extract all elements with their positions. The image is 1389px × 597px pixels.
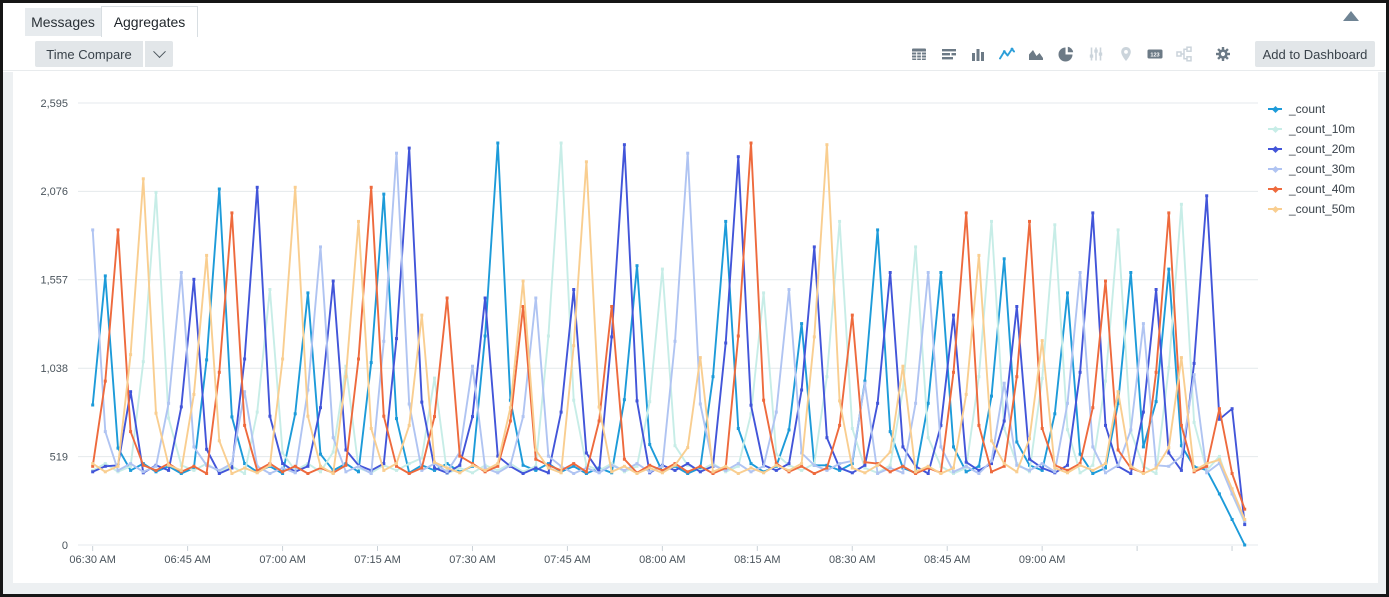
- legend-item-_count[interactable]: _count: [1268, 99, 1355, 119]
- page-gutter-right: [1378, 72, 1386, 584]
- add-to-dashboard-button[interactable]: Add to Dashboard: [1255, 41, 1375, 67]
- x-axis-tick-label: 06:30 AM: [69, 554, 115, 566]
- area-chart-icon[interactable]: [1027, 45, 1045, 63]
- legend-item-_count_50m[interactable]: _count_50m: [1268, 199, 1355, 219]
- legend-marker: [1268, 105, 1282, 113]
- pie-chart-icon[interactable]: [1057, 45, 1075, 63]
- x-axis-tick-label: 08:30 AM: [829, 554, 875, 566]
- sliders-icon: [1087, 45, 1105, 63]
- table-icon[interactable]: [910, 45, 928, 63]
- legend-item-_count_20m[interactable]: _count_20m: [1268, 139, 1355, 159]
- legend-label: _count_20m: [1289, 142, 1356, 156]
- page-gutter-bottom: [3, 583, 1386, 594]
- x-axis-tick-label: 07:00 AM: [259, 554, 305, 566]
- single-value-123-icon[interactable]: 123: [1146, 45, 1164, 63]
- legend-item-_count_10m[interactable]: _count_10m: [1268, 119, 1355, 139]
- x-axis-tick-label: 09:00 AM: [1019, 554, 1065, 566]
- x-axis-tick-label: 08:15 AM: [734, 554, 780, 566]
- x-axis-tick-label: 08:45 AM: [924, 554, 970, 566]
- aggregates-chart: 0 519 1,038 1,557 2,076 2,595 06:30 AM 06:45 AM…: [0, 75, 1389, 580]
- tab-aggregates[interactable]: Aggregates: [101, 6, 198, 37]
- legend-marker: [1268, 185, 1282, 193]
- bar-horizontal-icon[interactable]: [940, 45, 958, 63]
- legend-label: _count_30m: [1289, 162, 1356, 176]
- y-axis-tick-label: 2,076: [40, 186, 68, 198]
- series-_count_50m: [91, 143, 1247, 521]
- tab-messages-label: Messages: [31, 14, 95, 30]
- y-axis-tick-label: 0: [62, 540, 68, 552]
- series-_count_40m: [91, 141, 1247, 511]
- chart-legend: _count _count_10m _count_20m _count_30m …: [1268, 99, 1355, 219]
- x-axis-tick-label: 07:30 AM: [449, 554, 495, 566]
- legend-marker: [1268, 125, 1282, 133]
- x-axis-tick-label: 08:00 AM: [639, 554, 685, 566]
- page-gutter-left: [3, 72, 13, 584]
- x-axis-tick-label: 06:45 AM: [164, 554, 210, 566]
- tab-messages[interactable]: Messages: [25, 8, 101, 36]
- collapse-panel-icon[interactable]: [1343, 11, 1359, 21]
- settings-gear-icon[interactable]: [1214, 45, 1232, 63]
- bar-column-icon[interactable]: [969, 45, 987, 63]
- y-axis-tick-label: 519: [50, 451, 68, 463]
- legend-label: _count_40m: [1289, 182, 1356, 196]
- toolbar-divider: [3, 70, 1386, 71]
- svg-text:123: 123: [1150, 52, 1159, 58]
- x-axis-tick-label: 07:15 AM: [354, 554, 400, 566]
- legend-marker: [1268, 145, 1282, 153]
- line-chart-icon[interactable]: [998, 45, 1016, 63]
- y-axis-tick-label: 2,595: [40, 98, 68, 110]
- time-compare-label: Time Compare: [46, 46, 132, 62]
- time-compare-dropdown-button[interactable]: [145, 41, 173, 67]
- chevron-down-icon: [152, 44, 166, 58]
- legend-item-_count_40m[interactable]: _count_40m: [1268, 179, 1355, 199]
- legend-label: _count: [1289, 102, 1326, 116]
- series-_count_30m: [91, 151, 1247, 523]
- add-to-dashboard-label: Add to Dashboard: [1262, 46, 1368, 62]
- legend-marker: [1268, 165, 1282, 173]
- x-axis-tick-label: 07:45 AM: [544, 554, 590, 566]
- legend-label: _count_10m: [1289, 122, 1356, 136]
- tab-aggregates-label: Aggregates: [113, 14, 186, 30]
- map-pin-icon: [1117, 45, 1135, 63]
- y-axis-tick-label: 1,557: [40, 275, 68, 287]
- node-graph-icon: [1175, 45, 1193, 63]
- chart-canvas[interactable]: 0 519 1,038 1,557 2,076 2,595 06:30 AM 06:45 AM…: [0, 75, 1389, 580]
- legend-marker: [1268, 205, 1282, 213]
- time-compare-button[interactable]: Time Compare: [35, 41, 143, 67]
- y-axis-tick-label: 1,038: [40, 363, 68, 375]
- legend-item-_count_30m[interactable]: _count_30m: [1268, 159, 1355, 179]
- legend-label: _count_50m: [1289, 202, 1356, 216]
